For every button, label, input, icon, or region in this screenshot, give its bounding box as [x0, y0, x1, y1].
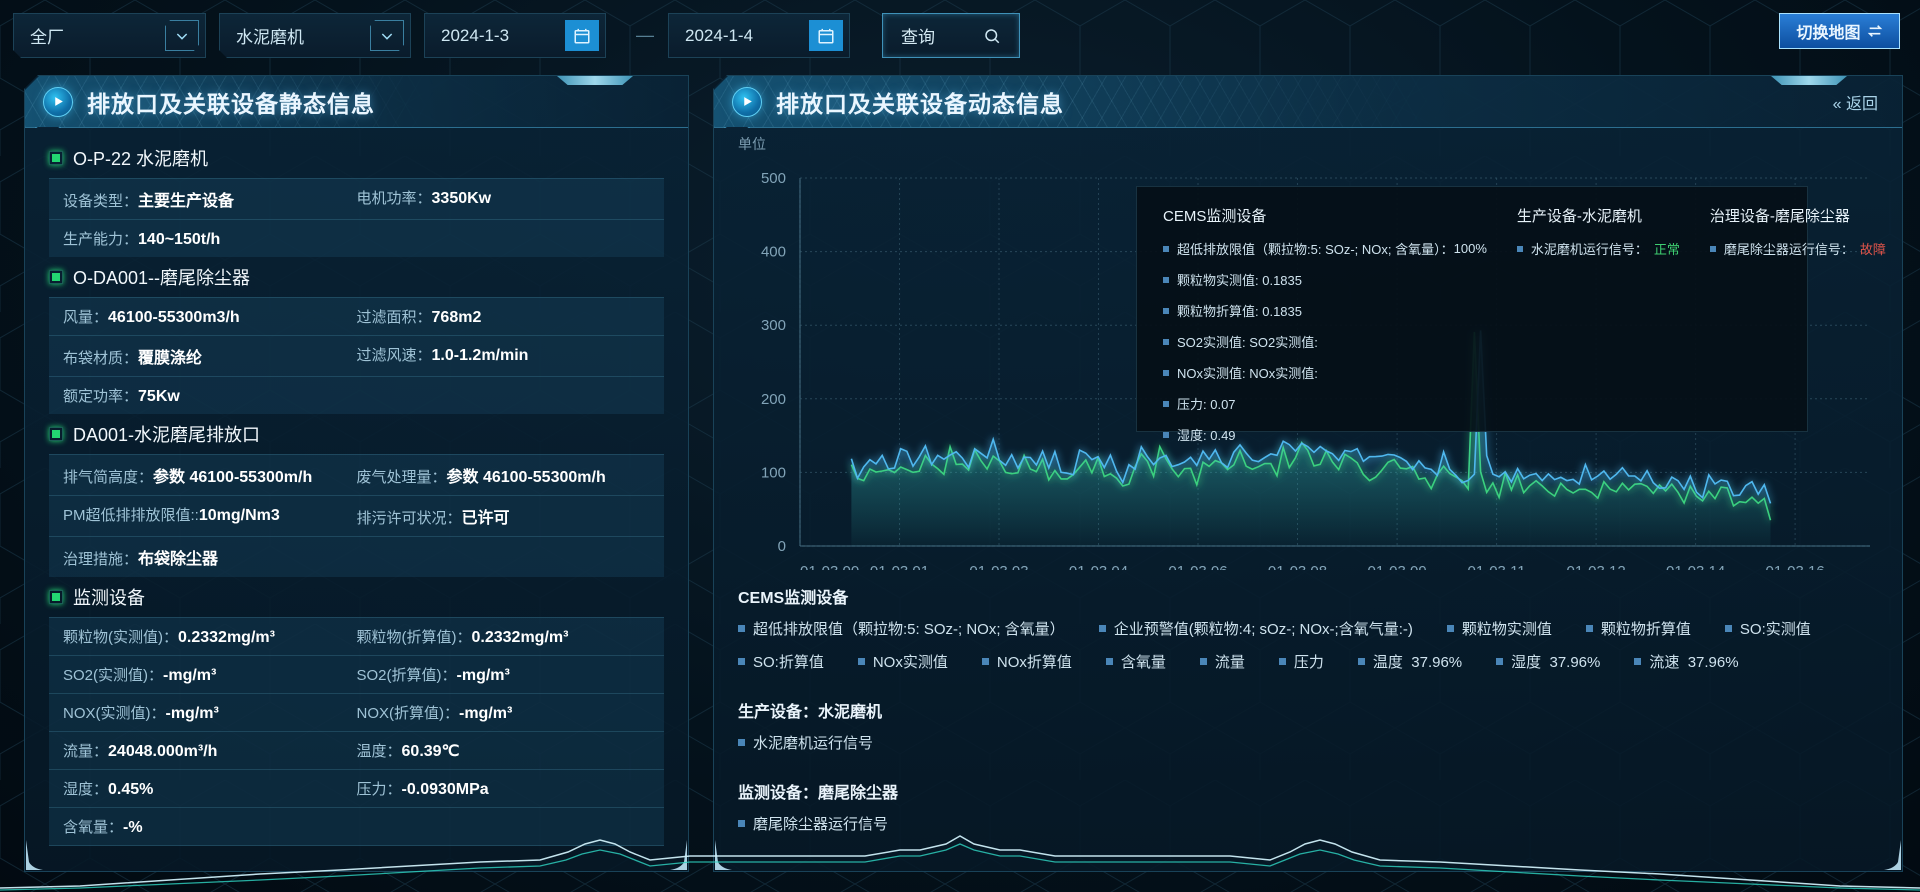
- svg-text:01-03 03: 01-03 03: [969, 563, 1028, 570]
- svg-text:01-03 16: 01-03 16: [1765, 563, 1824, 570]
- svg-text:01-03 04: 01-03 04: [1069, 563, 1128, 570]
- svg-text:400: 400: [761, 244, 786, 261]
- svg-text:01-03 12: 01-03 12: [1566, 563, 1625, 570]
- svg-text:500: 500: [761, 170, 786, 187]
- svg-text:300: 300: [761, 317, 786, 334]
- svg-text:01-03 00: 01-03 00: [800, 563, 859, 570]
- svg-text:01-03 09: 01-03 09: [1367, 563, 1426, 570]
- svg-text:200: 200: [761, 391, 786, 408]
- svg-text:01-03 14: 01-03 14: [1666, 563, 1725, 570]
- svg-text:01-03 08: 01-03 08: [1268, 563, 1327, 570]
- svg-text:01-03 06: 01-03 06: [1168, 563, 1227, 570]
- svg-text:100: 100: [761, 464, 786, 481]
- svg-text:0: 0: [778, 538, 786, 555]
- svg-text:01-03 11: 01-03 11: [1468, 563, 1526, 570]
- svg-text:01-03 01: 01-03 01: [870, 563, 929, 570]
